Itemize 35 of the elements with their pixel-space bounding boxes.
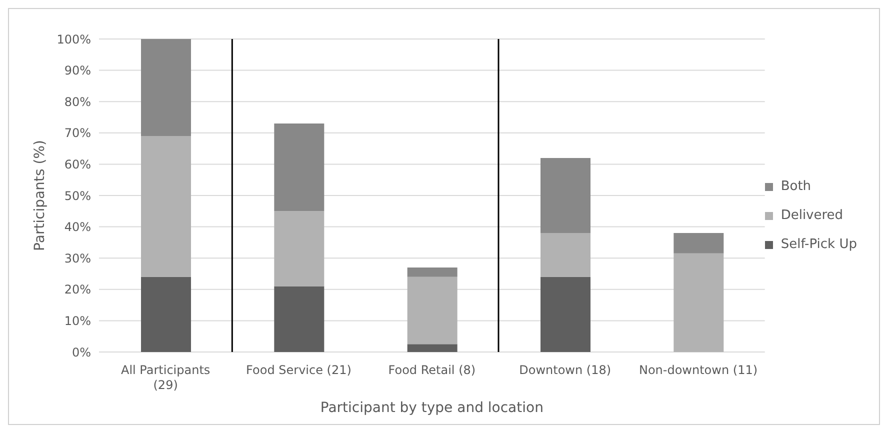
bar	[141, 276, 191, 352]
y-axis-title: Participants (%)	[32, 140, 48, 251]
x-tick-label: Food Service (21)	[246, 363, 352, 377]
legend-label: Self-Pick Up	[780, 237, 857, 252]
bar	[674, 233, 724, 254]
y-tick-label: 70%	[64, 126, 91, 140]
bar	[274, 124, 324, 212]
bar	[674, 253, 724, 352]
x-tick-label: Downtown (18)	[519, 363, 612, 377]
y-tick-label: 100%	[56, 32, 91, 46]
legend-label: Both	[780, 179, 812, 194]
y-tick-label: 0%	[72, 345, 91, 360]
y-tick-label: 30%	[64, 251, 91, 266]
bar	[141, 136, 191, 277]
bar	[540, 158, 590, 234]
y-tick-label: 50%	[64, 188, 91, 203]
y-tick-label: 90%	[64, 64, 91, 78]
bar	[407, 276, 458, 344]
x-tick-label: Food Retail (8)	[388, 363, 476, 377]
bar	[274, 286, 324, 352]
y-tick-label: 20%	[64, 282, 91, 297]
bar	[540, 233, 590, 277]
bar	[407, 344, 458, 352]
y-tick-label: 60%	[64, 157, 91, 172]
bar	[274, 211, 324, 286]
y-tick-label: 80%	[64, 94, 91, 109]
bar	[141, 39, 191, 136]
y-tick-label: 10%	[64, 314, 91, 328]
bar	[407, 267, 458, 277]
y-tick-label: 40%	[64, 220, 91, 234]
legend-label: Delivered	[780, 208, 844, 223]
x-tick-label: All Participants (29)	[120, 363, 210, 392]
x-axis-title: Participant by type and location	[320, 400, 544, 416]
x-tick-label: Non-downtown (11)	[638, 363, 758, 377]
bar	[540, 276, 590, 352]
